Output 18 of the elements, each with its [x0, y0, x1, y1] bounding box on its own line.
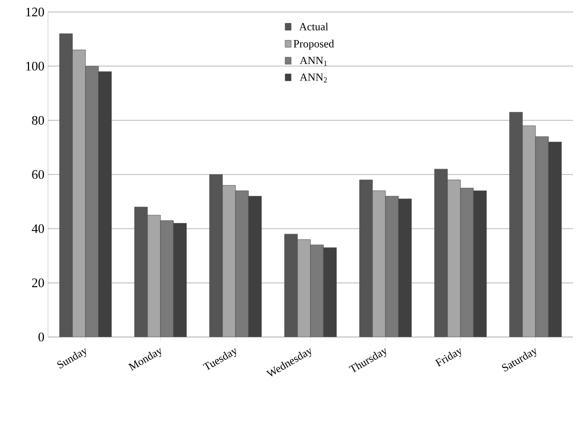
legend-label: Actual	[299, 22, 328, 30]
y-tick-label: 80	[32, 116, 44, 125]
y-tick-label: 20	[32, 278, 44, 288]
y-tick-label: 100	[26, 62, 44, 71]
bar	[310, 244, 324, 337]
y-tick-label: 40	[32, 224, 44, 234]
legend-label: Proposed	[294, 40, 334, 50]
legend-label: ANN$_{2}$	[300, 74, 327, 82]
bar	[385, 196, 399, 337]
y-tick-label: 120	[26, 8, 44, 16]
bar	[85, 66, 99, 337]
bar	[535, 136, 549, 337]
y-tick-label: 0	[38, 332, 44, 342]
bar	[160, 220, 174, 337]
bar	[460, 188, 474, 337]
y-tick-label: 60	[32, 170, 44, 179]
bar	[235, 190, 249, 337]
legend-label: ANN$_{1}$	[300, 56, 327, 66]
